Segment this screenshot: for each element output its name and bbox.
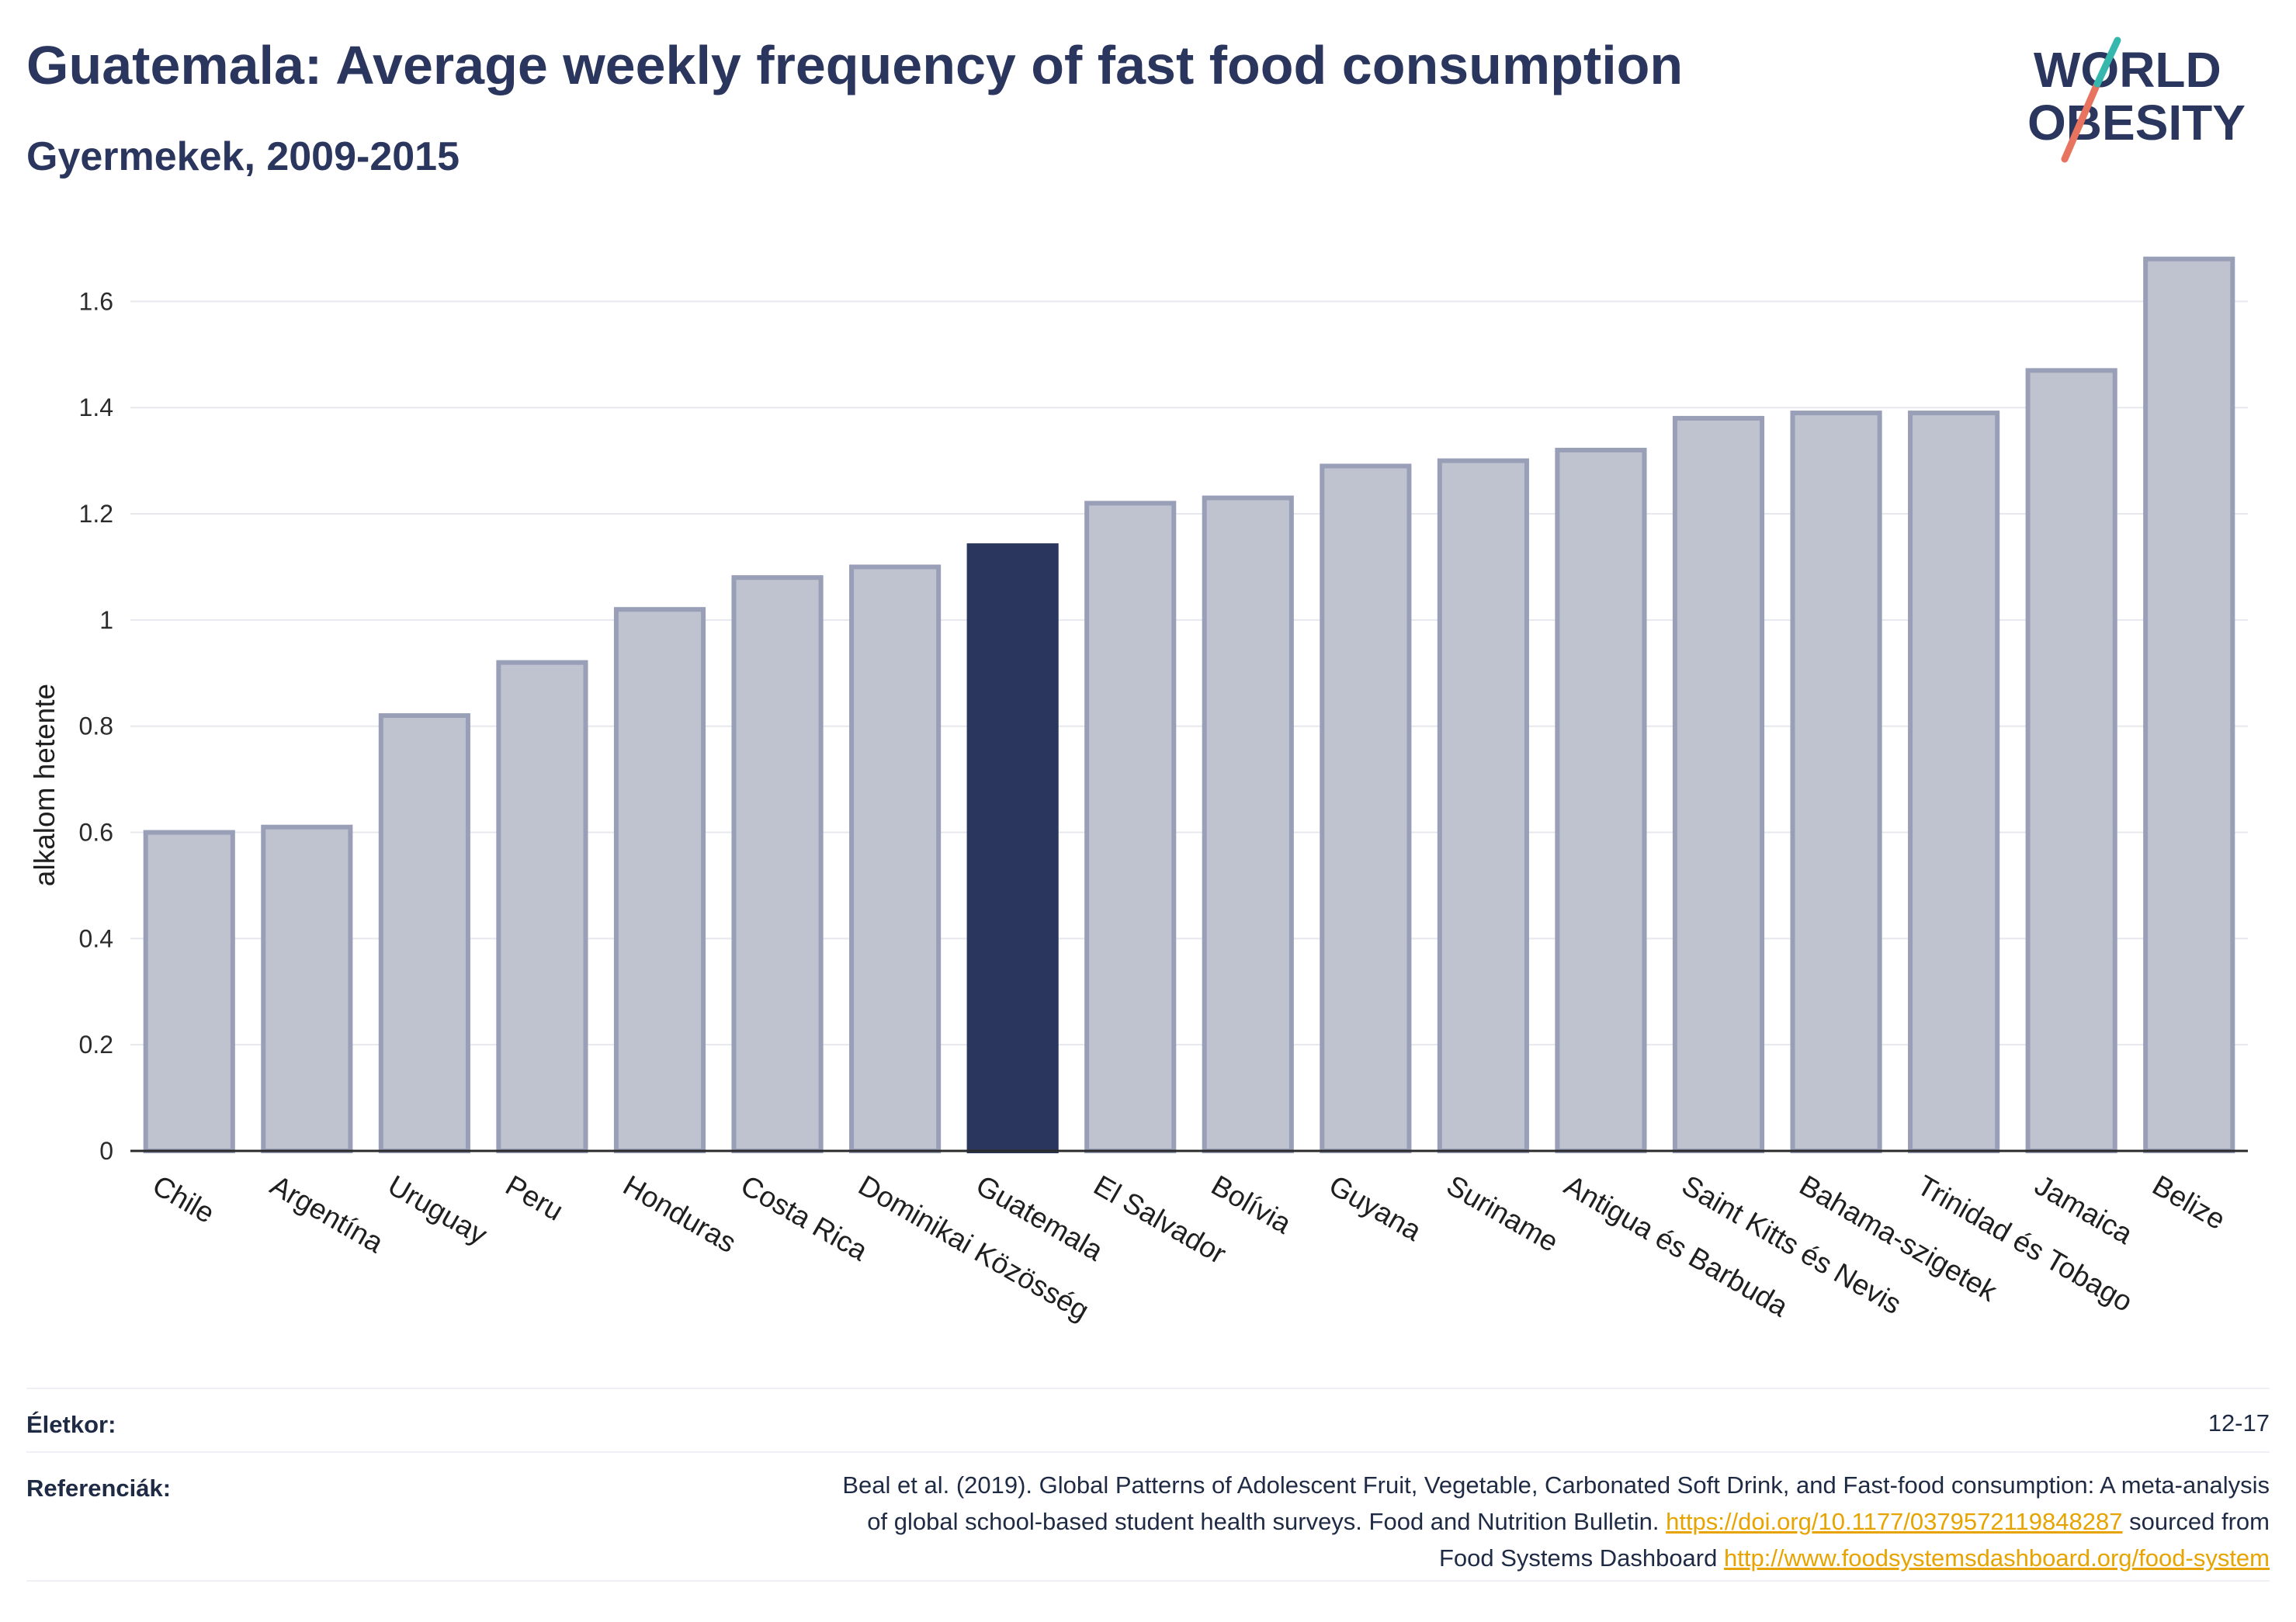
bar-11: [1437, 458, 1529, 1153]
y-tick-label: 1.4: [79, 393, 113, 421]
x-tick-label: Suriname: [1441, 1169, 1564, 1258]
reference-line-2-text: of global school-based student health su…: [867, 1508, 1660, 1535]
logo-line1: WORLD: [2034, 42, 2221, 98]
reference-line-2: of global school-based student health su…: [562, 1503, 2270, 1540]
x-tick-label: Trinidad és Tobago: [1912, 1169, 2138, 1318]
y-tick-label: 1.6: [79, 287, 113, 315]
x-tick-label: Guyana: [1323, 1169, 1427, 1247]
world-obesity-logo: WORLD OBESITY: [2027, 36, 2246, 163]
y-tick-label: 1.2: [79, 500, 113, 528]
x-tick-label: El Salvador: [1088, 1169, 1231, 1270]
reference-line-1: Beal et al. (2019). Global Patterns of A…: [842, 1471, 2270, 1499]
bar-15: [1908, 411, 2000, 1153]
logo-slash-upper: [2093, 36, 2121, 88]
bar-0: [143, 830, 235, 1153]
x-tick-label: Chile: [147, 1169, 220, 1229]
x-tick-label: Costa Rica: [736, 1169, 874, 1267]
x-tick-label: Antigua és Barbuda: [1559, 1169, 1793, 1322]
y-tick-label: 0.8: [79, 712, 113, 740]
references-text: Beal et al. (2019). Global Patterns of A…: [562, 1467, 2270, 1576]
bar-8: [1084, 501, 1177, 1153]
x-tick-label: Bolívia: [1206, 1169, 1297, 1239]
bar-2: [378, 713, 470, 1153]
bar-6: [849, 564, 942, 1153]
x-tick-label: Argentína: [265, 1169, 389, 1259]
dashboard-link[interactable]: http://www.foodsystemsdashboard.org/food…: [1724, 1544, 2270, 1572]
bar-16: [2025, 368, 2117, 1153]
age-label: Életkor:: [26, 1411, 116, 1438]
y-tick-label: 0: [99, 1137, 113, 1165]
y-axis-label: alkalom hetente: [29, 684, 61, 886]
bar-1: [261, 824, 353, 1153]
age-value: 12-17: [2208, 1409, 2270, 1437]
footer-divider-middle: [26, 1451, 2270, 1453]
bar-17: [2143, 256, 2235, 1153]
bar-chart: 0 0.2 0.4 0.6 0.8 1 1.2 1.4 1.6 Chile ArgentínaUru…: [29, 256, 2248, 1327]
bar-4: [613, 607, 706, 1153]
reference-dashboard-name: Food Systems Dashboard: [1438, 1544, 1718, 1572]
y-tick-label: 0.6: [79, 819, 113, 847]
bar-13: [1672, 415, 1765, 1153]
bar-12: [1555, 447, 1647, 1153]
x-tick-label: Bahama-szigetek: [1795, 1169, 2003, 1308]
reference-sourced-from: sourced from: [2129, 1508, 2270, 1535]
bar-10: [1320, 463, 1412, 1153]
x-tick-label: Peru: [500, 1169, 568, 1227]
x-tick-label: Honduras: [618, 1169, 741, 1259]
bar-7: [966, 543, 1059, 1153]
y-tick-label: 1: [99, 606, 113, 634]
references-label: Referenciák:: [26, 1475, 172, 1502]
reference-line-3: Food Systems Dashboard http://www.foodsy…: [562, 1540, 2270, 1576]
logo-slash-lower: [2061, 80, 2101, 163]
bar-9: [1202, 495, 1294, 1153]
doi-link[interactable]: https://doi.org/10.1177/0379572119848287: [1666, 1508, 2123, 1535]
chart-subtitle: Gyermekek, 2009-2015: [26, 134, 460, 179]
bar-14: [1790, 411, 1882, 1153]
footer-divider-bottom: [26, 1580, 2270, 1582]
bar-3: [496, 660, 588, 1153]
footer-divider-top: [26, 1388, 2270, 1389]
x-tick-label: Belize: [2147, 1169, 2231, 1236]
y-tick-label: 0.2: [79, 1031, 113, 1059]
x-tick-label: Uruguay: [383, 1169, 493, 1251]
chart-title: Guatemala: Average weekly frequency of f…: [26, 35, 1684, 95]
y-tick-label: 0.4: [79, 924, 113, 952]
logo-line2: OBESITY: [2027, 95, 2246, 151]
bar-5: [731, 575, 824, 1153]
